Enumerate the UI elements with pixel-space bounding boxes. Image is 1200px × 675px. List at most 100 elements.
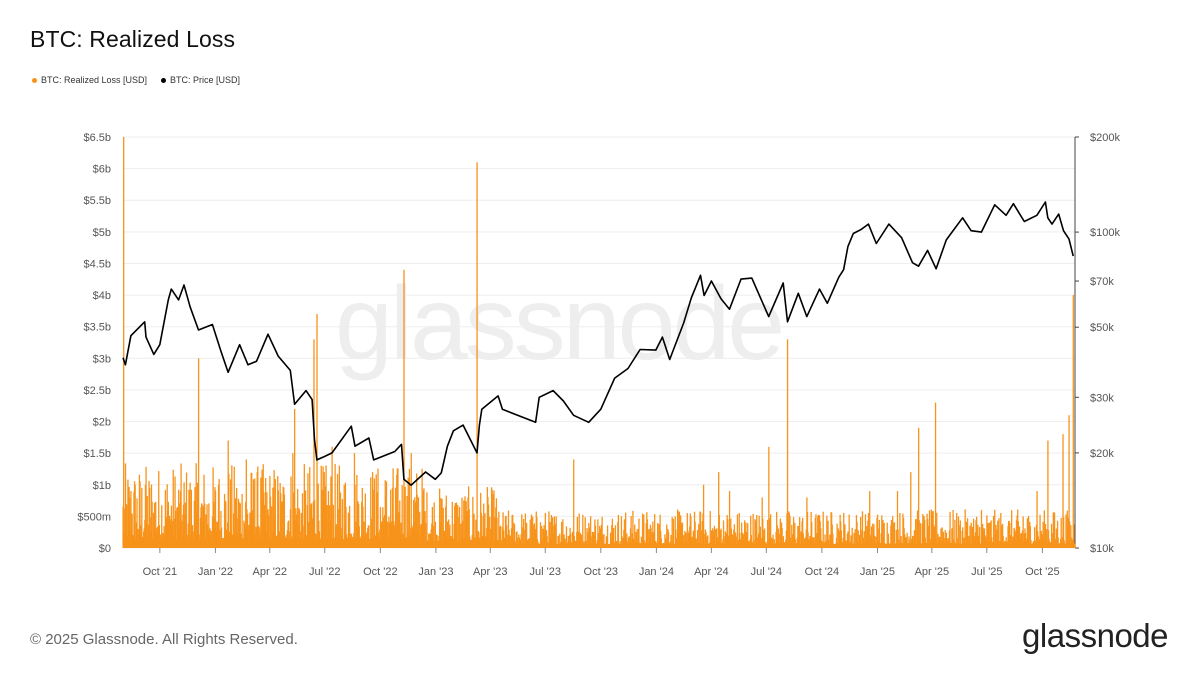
loss-bar: [356, 475, 358, 548]
y-left-tick-label: $5.5b: [83, 195, 111, 207]
loss-bar: [336, 473, 339, 548]
loss-bar: [913, 530, 916, 548]
loss-bar: [145, 466, 147, 548]
loss-bar: [723, 536, 725, 548]
loss-bar: [423, 488, 425, 548]
y-left-tick-label: $1b: [93, 480, 111, 492]
loss-bar: [623, 519, 626, 548]
loss-bar: [815, 514, 817, 548]
loss-bar: [591, 531, 594, 548]
loss-bar: [968, 535, 970, 548]
loss-bar: [126, 504, 128, 548]
loss-bar: [933, 526, 936, 548]
loss-bar: [219, 530, 221, 548]
loss-bar: [707, 535, 709, 548]
chart-title: BTC: Realized Loss: [30, 26, 236, 52]
loss-bar: [372, 489, 374, 548]
loss-bar: [1069, 521, 1071, 548]
loss-bar: [307, 473, 309, 548]
loss-bar: [265, 477, 267, 548]
loss-bar: [919, 523, 922, 548]
legend-item-price[interactable]: BTC: Price [USD]: [161, 75, 240, 85]
loss-bar: [630, 515, 632, 548]
loss-bar: [724, 531, 726, 548]
loss-bar: [492, 494, 494, 548]
loss-bar: [189, 482, 191, 548]
x-tick-label: Oct '24: [805, 566, 840, 578]
loss-bar: [594, 525, 597, 548]
loss-bar: [373, 478, 376, 548]
loss-bar: [657, 523, 659, 548]
loss-bar: [363, 521, 365, 548]
loss-bar: [196, 482, 199, 548]
loss-bar: [1046, 529, 1048, 548]
loss-bar: [263, 492, 265, 548]
loss-bar: [813, 537, 815, 548]
loss-bar: [941, 527, 943, 548]
legend-label-realized-loss: BTC: Realized Loss [USD]: [41, 75, 148, 85]
loss-bar: [416, 494, 418, 548]
loss-bar: [522, 519, 525, 548]
loss-bar: [1062, 434, 1064, 548]
loss-bar: [399, 500, 401, 548]
loss-bar: [628, 536, 630, 548]
loss-bar: [791, 524, 793, 548]
loss-bar: [498, 511, 500, 548]
loss-bar: [164, 489, 167, 548]
loss-bar: [407, 477, 409, 548]
loss-bar: [362, 506, 364, 548]
loss-bar: [181, 520, 183, 548]
loss-bar: [892, 522, 894, 548]
loss-bar: [936, 512, 938, 548]
loss-bar: [898, 539, 900, 548]
loss-bar: [738, 512, 740, 548]
loss-bar: [1074, 543, 1076, 548]
x-tick-label: Apr '25: [915, 566, 950, 578]
loss-bar: [681, 522, 684, 548]
loss-bar: [759, 526, 762, 548]
loss-bar: [1056, 520, 1059, 548]
loss-bar: [136, 498, 138, 548]
legend-item-realized-loss[interactable]: BTC: Realized Loss [USD]: [32, 75, 147, 85]
loss-bar: [626, 533, 628, 548]
loss-bar: [858, 534, 861, 548]
loss-bar: [397, 468, 399, 548]
brand-logo[interactable]: glassnode: [1022, 617, 1168, 654]
price-line: [122, 201, 1074, 487]
x-tick-label: Oct '21: [143, 566, 178, 578]
loss-bar: [268, 515, 270, 548]
x-tick-label: Apr '23: [473, 566, 508, 578]
loss-bar: [203, 503, 206, 548]
loss-bar: [525, 522, 528, 548]
loss-bar: [382, 517, 385, 548]
loss-bar: [1060, 517, 1062, 548]
loss-bar: [877, 528, 879, 548]
loss-bar: [718, 472, 720, 548]
loss-bar: [257, 466, 259, 548]
loss-bar: [670, 535, 672, 548]
loss-bar: [771, 538, 773, 548]
loss-bar: [694, 521, 696, 548]
loss-bar: [252, 479, 255, 548]
loss-bar: [175, 510, 177, 548]
loss-bar: [621, 536, 623, 548]
loss-bar: [773, 539, 775, 548]
loss-bar: [512, 514, 514, 548]
loss-bar: [762, 518, 764, 548]
loss-bar: [331, 446, 333, 548]
loss-bar: [1055, 528, 1058, 548]
loss-bar: [271, 506, 273, 548]
loss-bar: [758, 515, 760, 548]
loss-bar: [562, 519, 564, 548]
loss-bar: [1042, 521, 1044, 548]
loss-bar: [970, 522, 972, 548]
loss-bar: [502, 512, 504, 548]
y-left-tick-label: $2.5b: [83, 385, 111, 397]
loss-bar: [231, 465, 233, 548]
loss-bar: [727, 519, 729, 548]
loss-bar: [772, 534, 774, 548]
loss-bar: [584, 517, 586, 548]
loss-bar: [180, 463, 182, 548]
loss-bar: [666, 524, 668, 548]
loss-bar: [131, 513, 133, 548]
